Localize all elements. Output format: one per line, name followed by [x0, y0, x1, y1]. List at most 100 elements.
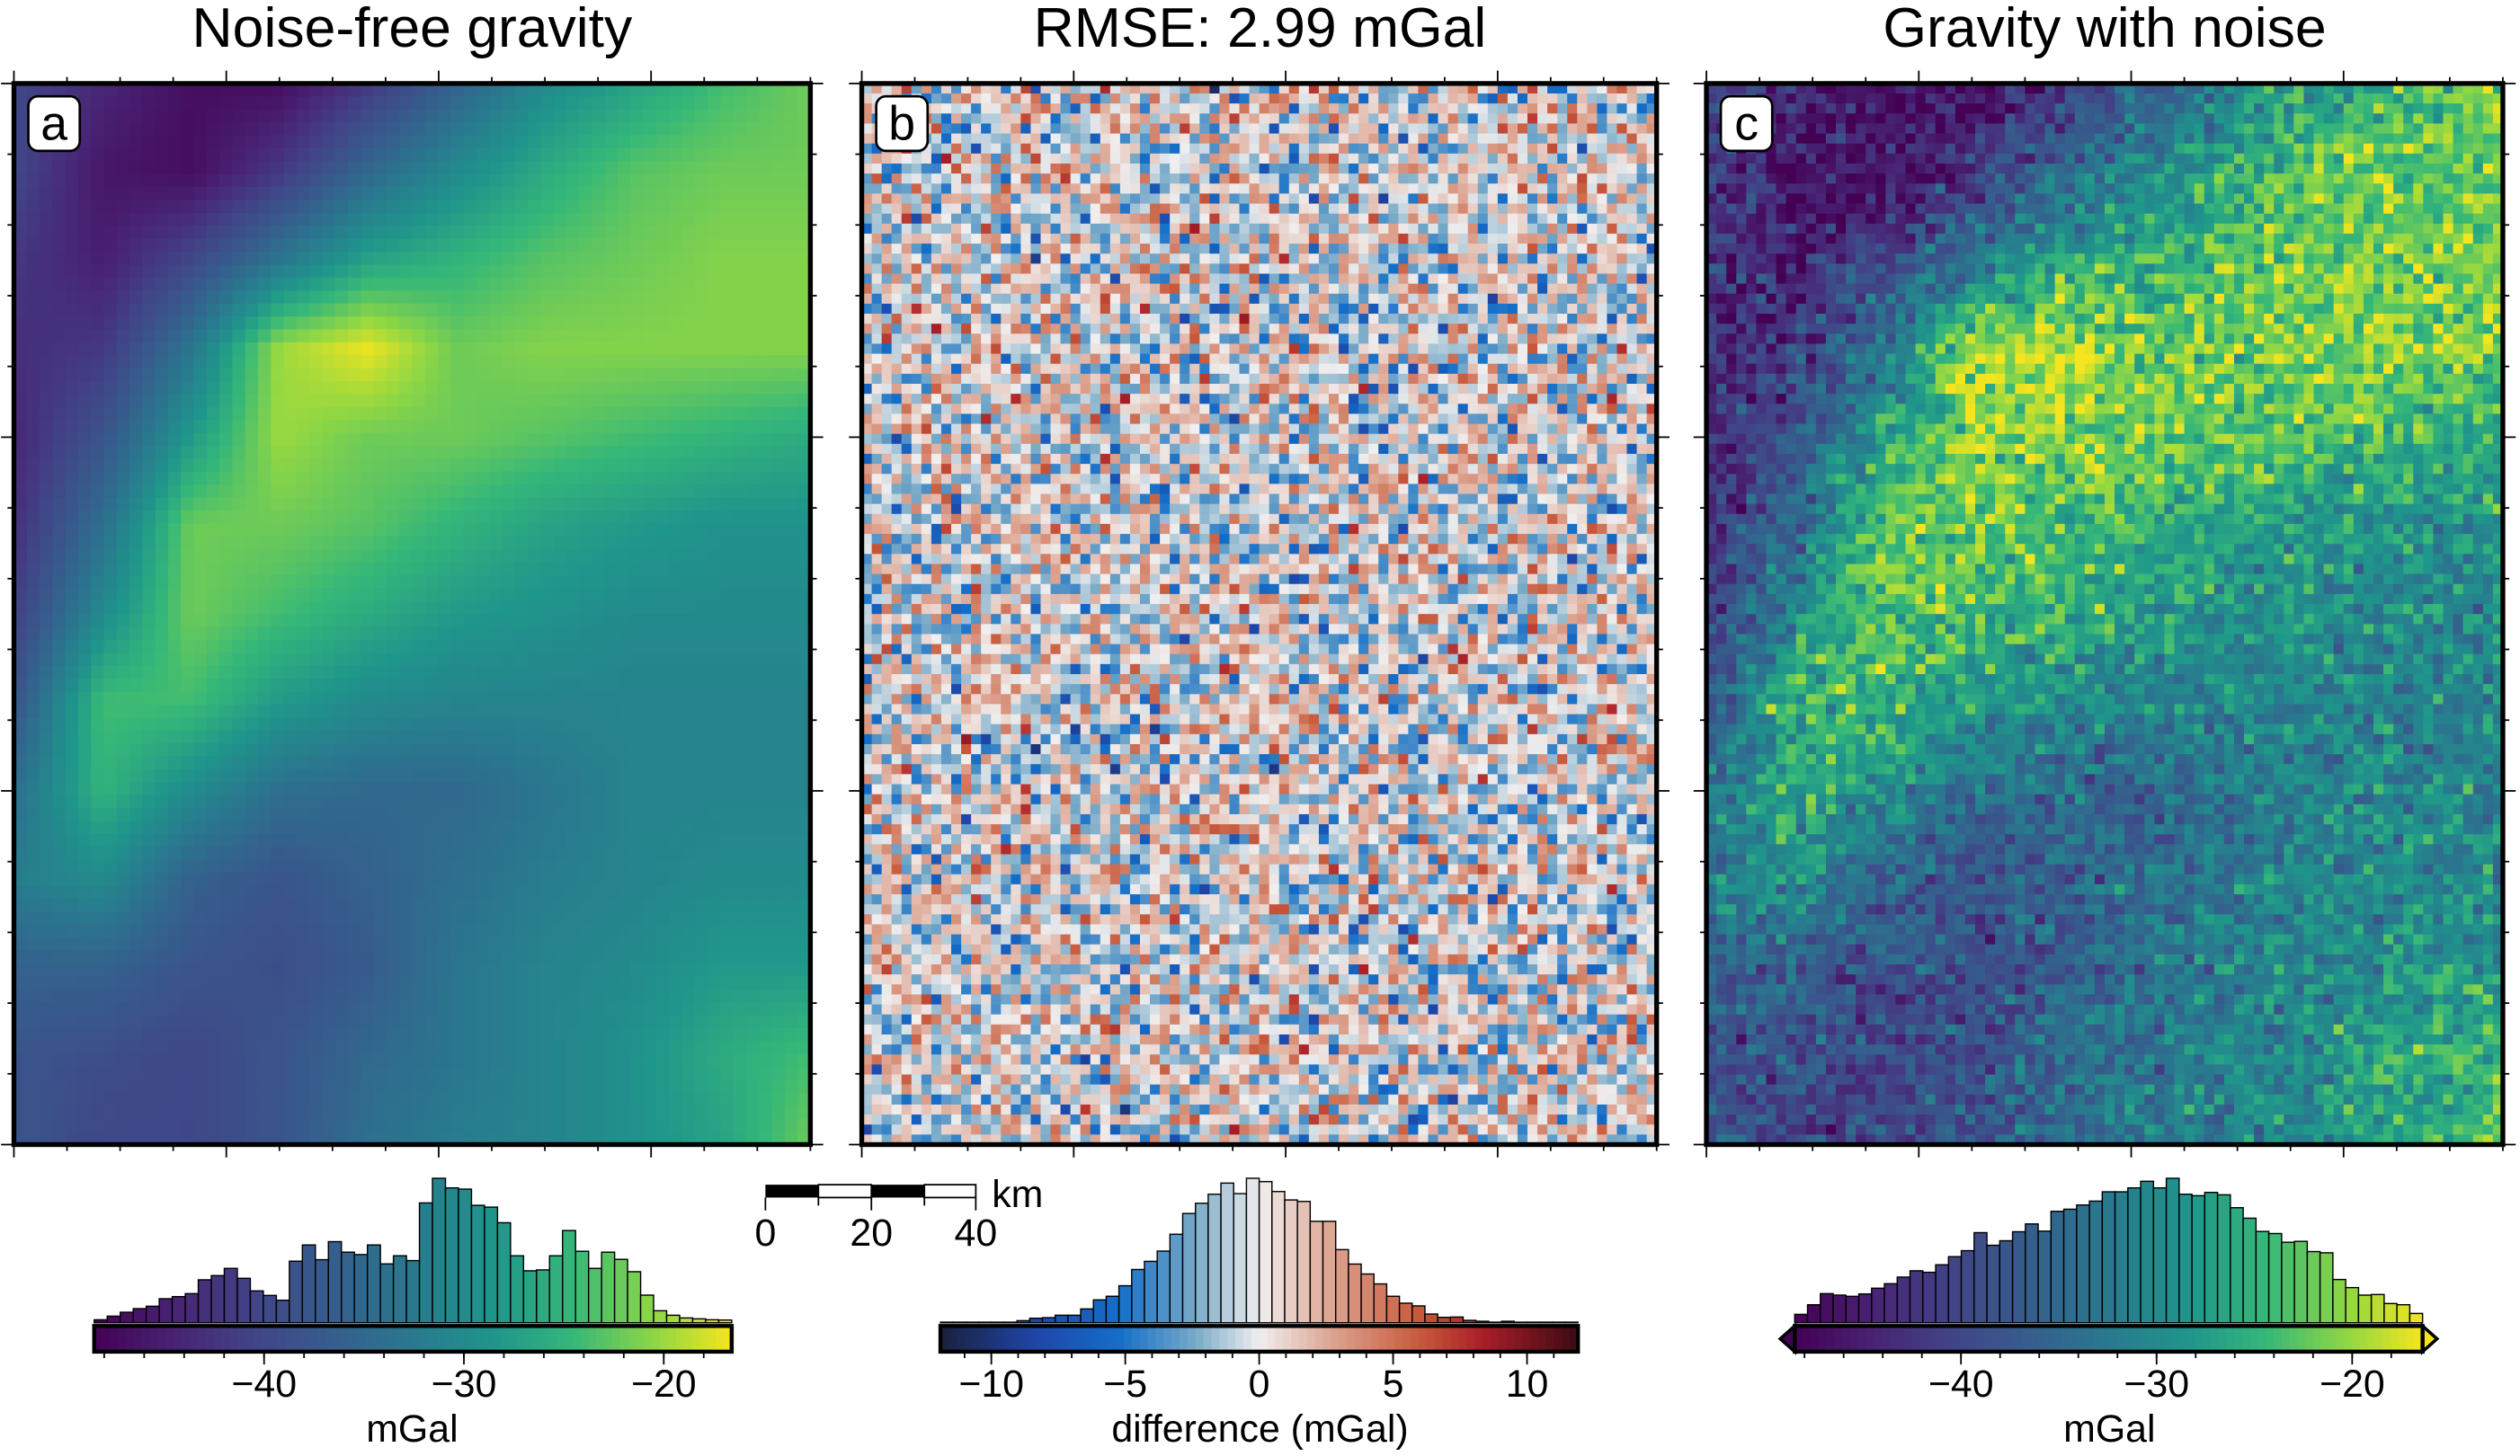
- grid-cell: [181, 484, 194, 498]
- grid-cell: [412, 446, 425, 459]
- grid-cell: [168, 304, 182, 317]
- grid-cell: [129, 252, 143, 265]
- grid-cell: [142, 213, 156, 226]
- grid-cell: [618, 601, 631, 615]
- grid-cell: [207, 537, 220, 550]
- grid-cell: [40, 510, 53, 524]
- grid-cell: [412, 200, 425, 213]
- grid-cell: [194, 187, 208, 200]
- grid-cell: [27, 523, 40, 537]
- grid-cell: [156, 498, 169, 511]
- grid-cell: [284, 523, 298, 537]
- grid-cell: [450, 472, 464, 485]
- grid-cell: [464, 290, 477, 304]
- grid-cell: [104, 110, 118, 123]
- grid-cell: [27, 239, 40, 253]
- grid-cell: [66, 381, 79, 395]
- grid-cell: [66, 290, 79, 304]
- grid-cell: [168, 290, 182, 304]
- grid-cell: [772, 252, 786, 265]
- grid-cell: [746, 264, 760, 278]
- grid-cell: [52, 563, 66, 576]
- grid-cell: [245, 135, 259, 148]
- grid-cell: [476, 213, 490, 226]
- grid-cell: [297, 627, 310, 641]
- panel-b-title: RMSE: 2.99 mGal: [1034, 0, 1487, 59]
- grid-cell: [297, 433, 310, 447]
- grid-cell: [207, 213, 220, 226]
- grid-cell: [489, 161, 503, 174]
- grid-cell: [361, 96, 374, 110]
- grid-cell: [785, 394, 798, 407]
- grid-cell: [656, 96, 670, 110]
- grid-cell: [335, 304, 349, 317]
- grid-cell: [245, 368, 259, 382]
- grid-cell: [309, 472, 323, 485]
- grid-cell: [194, 316, 208, 330]
- grid-cell: [618, 446, 631, 459]
- grid-cell: [52, 200, 66, 213]
- grid-cell: [66, 239, 79, 253]
- grid-cell: [297, 381, 310, 395]
- grid-cell: [720, 537, 734, 550]
- grid-cell: [540, 239, 554, 253]
- grid-cell: [245, 537, 259, 550]
- grid-cell: [566, 640, 580, 653]
- grid-cell: [412, 329, 425, 342]
- grid-cell: [258, 264, 272, 278]
- grid-cell: [502, 523, 515, 537]
- grid-cell: [322, 110, 335, 123]
- grid-cell: [605, 161, 619, 174]
- grid-cell: [450, 433, 464, 447]
- grid-cell: [720, 484, 734, 498]
- grid-cell: [785, 614, 798, 627]
- grid-cell: [720, 563, 734, 576]
- grid-cell: [156, 110, 169, 123]
- grid-cell: [734, 563, 747, 576]
- grid-cell: [669, 575, 682, 589]
- grid-cell: [630, 290, 644, 304]
- grid-cell: [361, 537, 374, 550]
- grid-cell: [425, 110, 439, 123]
- grid-cell: [40, 329, 53, 342]
- grid-cell: [759, 458, 772, 472]
- grid-cell: [245, 161, 259, 174]
- grid-cell: [566, 252, 580, 265]
- grid-cell: [117, 148, 130, 162]
- grid-cell: [207, 498, 220, 511]
- grid-cell: [759, 264, 772, 278]
- grid-cell: [40, 601, 53, 615]
- grid-cell: [181, 213, 194, 226]
- grid-cell: [772, 510, 786, 524]
- grid-cell: [438, 278, 451, 291]
- grid-cell: [232, 575, 245, 589]
- grid-cell: [579, 601, 592, 615]
- grid-cell: [450, 588, 464, 601]
- grid-cell: [630, 213, 644, 226]
- grid-cell: [117, 213, 130, 226]
- grid-cell: [785, 239, 798, 253]
- grid-cell: [348, 342, 361, 356]
- grid-cell: [734, 304, 747, 317]
- grid-cell: [464, 316, 477, 330]
- grid-cell: [66, 420, 79, 433]
- grid-cell: [515, 640, 529, 653]
- grid-cell: [91, 420, 104, 433]
- grid-cell: [566, 264, 580, 278]
- grid-cell: [438, 355, 451, 368]
- grid-cell: [785, 381, 798, 395]
- grid-cell: [759, 329, 772, 342]
- grid-cell: [104, 640, 118, 653]
- grid-cell: [66, 187, 79, 200]
- grid-cell: [129, 213, 143, 226]
- grid-cell: [374, 278, 387, 291]
- grid-cell: [219, 355, 233, 368]
- grid-cell: [412, 342, 425, 356]
- grid-cell: [682, 264, 696, 278]
- grid-cell: [566, 96, 580, 110]
- grid-cell: [592, 601, 605, 615]
- grid-cell: [450, 407, 464, 421]
- grid-cell: [271, 342, 284, 356]
- grid-cell: [168, 640, 182, 653]
- grid-cell: [258, 316, 272, 330]
